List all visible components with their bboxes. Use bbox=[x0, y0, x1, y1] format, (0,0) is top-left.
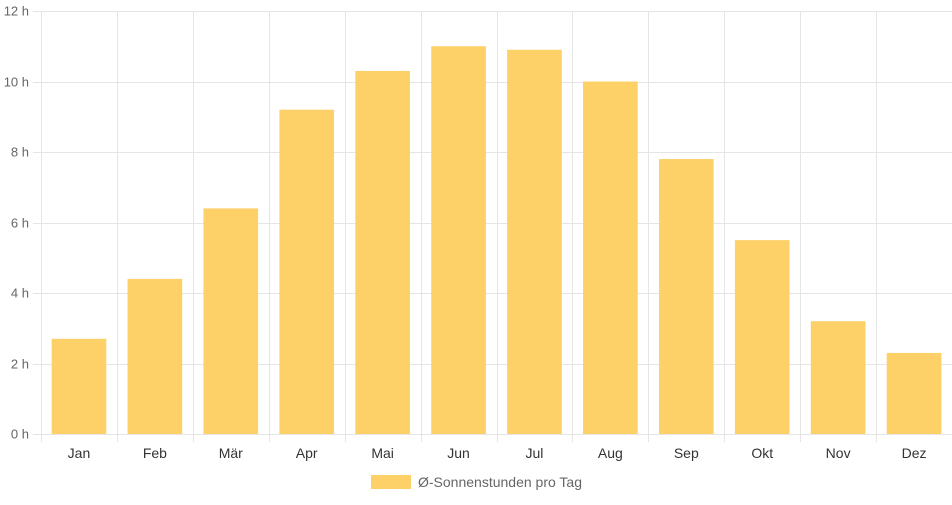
bar[interactable] bbox=[810, 321, 866, 434]
bar[interactable] bbox=[51, 338, 107, 434]
bar[interactable] bbox=[355, 70, 410, 435]
axes: 0 h 2 h 4 h 6 h 8 h 10 h 12 h Jan Feb Mär Apr Mai Ju… bbox=[4, 4, 927, 462]
y-tick-label: 2 h bbox=[11, 357, 29, 372]
bar[interactable] bbox=[886, 352, 942, 434]
bar[interactable] bbox=[203, 208, 259, 434]
bars bbox=[51, 46, 942, 435]
y-tick-label: 6 h bbox=[11, 216, 29, 231]
bar[interactable] bbox=[583, 81, 638, 435]
legend[interactable]: Ø-Sonnenstunden pro Tag bbox=[371, 474, 582, 490]
y-tick-label: 0 h bbox=[11, 427, 29, 442]
x-tick-label: Mär bbox=[219, 445, 243, 461]
x-tick-label: Nov bbox=[826, 445, 851, 461]
legend-swatch[interactable] bbox=[371, 475, 411, 489]
x-tick-label: Sep bbox=[674, 445, 699, 461]
y-tick-label: 10 h bbox=[4, 75, 29, 90]
x-tick-label: Jan bbox=[68, 445, 91, 461]
y-tick-label: 4 h bbox=[11, 286, 29, 301]
x-tick-label: Feb bbox=[143, 445, 167, 461]
bar[interactable] bbox=[658, 159, 714, 435]
bar[interactable] bbox=[279, 109, 335, 434]
bar[interactable] bbox=[431, 46, 486, 434]
x-tick-label: Jul bbox=[526, 445, 544, 461]
x-tick-label: Jun bbox=[447, 445, 470, 461]
bar[interactable] bbox=[734, 240, 790, 434]
x-tick-label: Dez bbox=[902, 445, 927, 461]
x-tick-label: Apr bbox=[296, 445, 318, 461]
y-tick-label: 12 h bbox=[4, 4, 29, 19]
grid-lines bbox=[33, 11, 952, 442]
x-tick-label: Okt bbox=[751, 445, 773, 461]
x-tick-label: Mai bbox=[371, 445, 394, 461]
y-tick-label: 8 h bbox=[11, 145, 29, 160]
x-tick-label: Aug bbox=[598, 445, 623, 461]
bar[interactable] bbox=[507, 49, 562, 435]
bar[interactable] bbox=[127, 278, 183, 434]
legend-label[interactable]: Ø-Sonnenstunden pro Tag bbox=[418, 474, 582, 490]
